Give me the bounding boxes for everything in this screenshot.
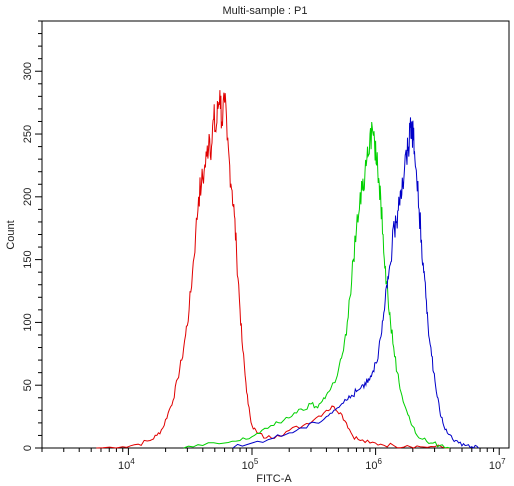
y-tick-label: 50 xyxy=(22,379,34,391)
y-tick-label: 100 xyxy=(22,313,34,331)
series-line-3 xyxy=(232,117,479,449)
series-line-1 xyxy=(96,90,450,449)
y-tick-label: 150 xyxy=(22,250,34,268)
x-tick-label: 105 xyxy=(242,457,259,472)
x-tick-label: 106 xyxy=(365,457,382,472)
y-tick-labels: 0 50 100 150 200 250 300 xyxy=(22,62,34,451)
y-axis-title: Count xyxy=(5,220,17,249)
x-tick-label: 104 xyxy=(118,457,135,472)
x-tick-label: 107 xyxy=(489,457,506,472)
y-tick-label: 0 xyxy=(22,445,34,451)
y-tick-label: 250 xyxy=(22,125,34,143)
y-tick-label: 200 xyxy=(22,188,34,206)
plot-frame xyxy=(41,20,510,449)
y-tick-label: 300 xyxy=(22,62,34,80)
x-axis-title: FITC-A xyxy=(256,473,292,485)
series-line-2 xyxy=(183,121,451,449)
chart-title: Multi-sample : P1 xyxy=(223,5,308,17)
axis-ticks xyxy=(35,20,500,455)
x-tick-labels: 104 105 106 107 xyxy=(118,457,506,472)
series-layer xyxy=(96,90,479,449)
